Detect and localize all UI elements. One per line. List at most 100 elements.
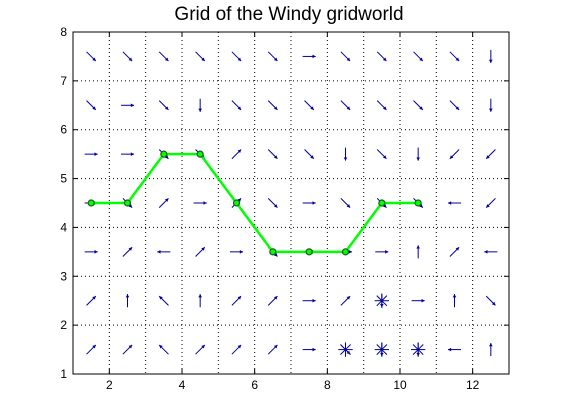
arrow [489,98,493,112]
arrow [376,100,387,111]
x-tick-label: 10 [393,378,407,392]
arrow [125,294,130,308]
arrow [447,201,462,205]
arrow [231,149,242,160]
x-axis-labels: 2 4 6 8 10 12 [106,378,480,392]
arrow [120,103,135,108]
x-tick-label: 4 [179,378,186,392]
path-point [196,150,204,158]
arrow [231,344,242,355]
arrow [449,51,460,62]
x-tick-label: 6 [251,378,258,392]
plot-area-frame [72,31,510,375]
arrow [195,51,206,62]
arrow [381,344,388,350]
x-tick-label: 8 [324,378,331,392]
y-tick-label: 8 [60,25,67,39]
arrow [449,246,460,257]
path-point [378,199,386,207]
arrow [345,344,351,350]
arrow-cluster [338,342,353,357]
arrow [381,295,388,302]
path-point [160,150,168,158]
path-point [341,248,350,256]
arrow [343,147,348,161]
arrow [376,344,383,350]
arrow [267,344,278,355]
y-tick-label: 6 [60,123,67,137]
arrow [122,344,133,355]
arrow [198,98,202,112]
arrow [452,294,457,308]
arrow [158,344,169,355]
arrow [340,51,351,62]
arrow [449,100,460,111]
arrow-field [84,49,498,357]
arrow [484,250,498,254]
arrow [447,347,462,352]
arrow [340,344,346,350]
arrow [158,295,169,306]
arrow [231,51,242,62]
arrow [375,250,389,254]
arrow [84,152,98,156]
arrow [417,349,424,356]
arrow [304,149,315,160]
arrow-cluster [374,293,390,308]
arrow [122,246,133,257]
arrow [231,100,242,111]
arrow [267,149,278,160]
arrow [267,51,278,62]
arrow [413,100,424,111]
chart-title: Grid of the Windy gridworld [174,4,403,25]
arrow [376,51,387,62]
path-line [91,152,419,254]
arrow [304,100,315,111]
x-tick-label: 2 [106,378,113,392]
x-tick-label: 12 [466,378,480,392]
arrow [195,344,206,355]
y-tick-label: 4 [60,220,67,234]
path-point [123,199,132,207]
arrow [381,349,388,356]
arrow [229,250,244,254]
arrow [381,300,388,307]
arrow [485,198,496,208]
arrow [376,149,387,160]
path-point [305,248,313,256]
arrow [449,149,460,160]
arrow [376,295,383,302]
y-tick-label: 1 [60,367,67,381]
arrow [158,198,169,208]
arrow [84,250,98,254]
arrow [231,295,242,306]
arrow [411,298,425,303]
arrow [416,147,420,161]
path-point [269,248,277,256]
y-tick-label: 2 [60,318,67,332]
path-point [232,199,241,207]
arrow [416,245,420,259]
arrow [86,100,97,111]
arrow [122,51,133,62]
arrow [340,100,351,111]
arrow [267,198,278,208]
y-axis-labels: 1 2 3 4 5 6 7 8 [60,25,67,381]
arrow [412,349,419,356]
arrow [86,295,97,306]
arrow [489,343,493,357]
arrow [267,295,278,306]
arrow [302,347,316,352]
path-series [87,150,422,256]
arrow [376,300,383,307]
path-point [414,199,422,207]
arrow [489,49,493,63]
arrow [86,51,97,62]
arrow [376,349,383,356]
y-tick-label: 3 [60,269,67,283]
arrow [302,298,316,303]
arrow [198,294,202,308]
arrow [158,51,169,62]
arrow [485,149,496,160]
